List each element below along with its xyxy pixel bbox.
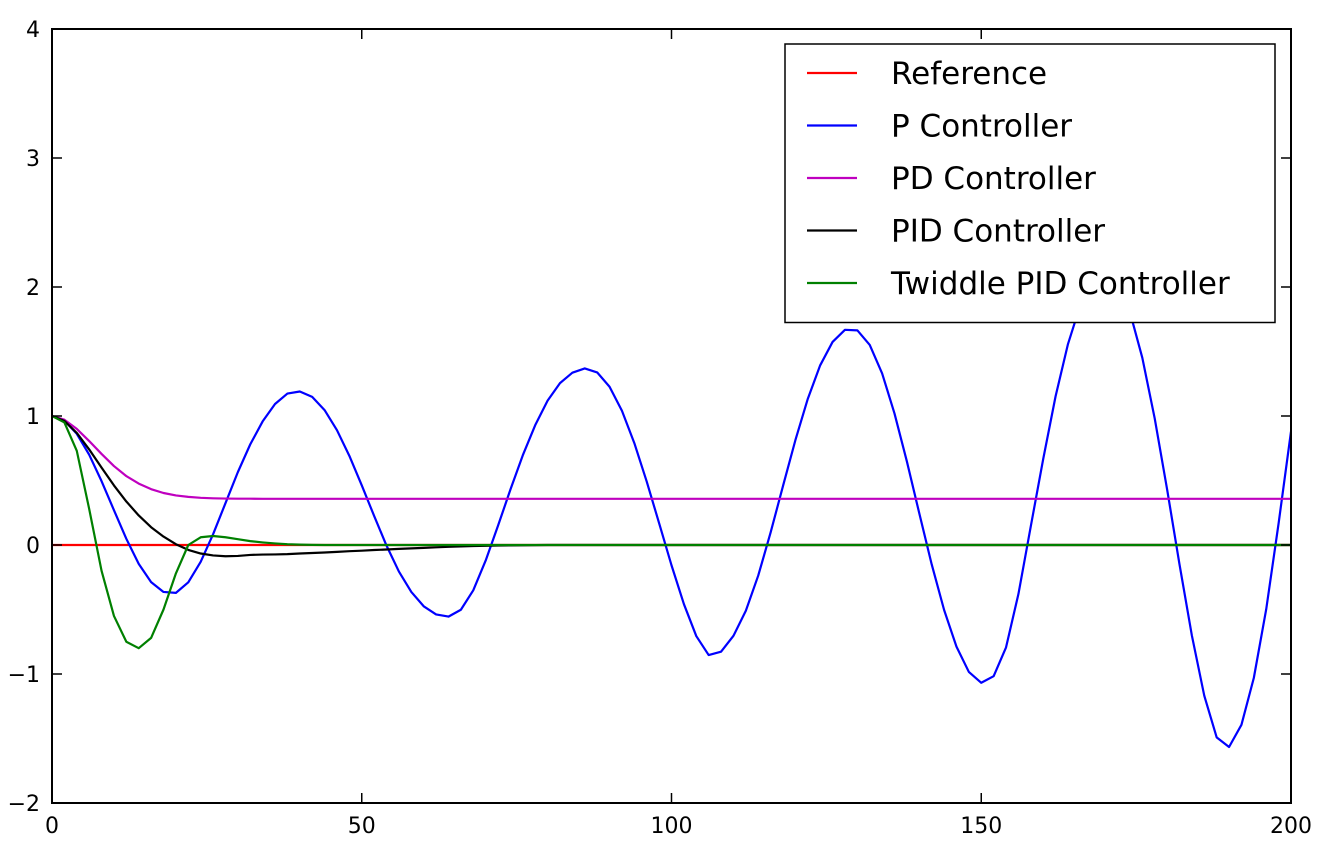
legend-label-pid-controller: PID Controller [891, 214, 1105, 250]
series-layer [52, 273, 1291, 749]
tick-layer: 0 50 100 150 200 −2 −1 0 1 2 3 4 [8, 18, 1312, 839]
y-tick-label: 2 [26, 276, 40, 301]
plot-frame [51, 28, 1292, 804]
x-tick-label: 200 [1270, 814, 1312, 839]
x-tick-label: 50 [348, 814, 376, 839]
series-line-pd-controller [52, 414, 1291, 500]
legend-box [784, 43, 1276, 324]
series-line-twiddle-pid-controller [52, 415, 1291, 650]
y-tick-label: 0 [26, 534, 40, 559]
y-tick-label: 3 [26, 147, 40, 172]
legend: Reference P Controller PD Controller PID Co… [784, 43, 1276, 324]
y-tick-label: 1 [26, 405, 40, 430]
x-tick-label: 100 [651, 814, 693, 839]
y-tick-label: −2 [8, 792, 40, 817]
x-tick-label: 150 [960, 814, 1002, 839]
legend-label-p-controller: P Controller [891, 109, 1072, 145]
x-tick-label: 0 [45, 814, 59, 839]
y-tick-label: 4 [26, 18, 40, 43]
legend-label-reference: Reference [891, 56, 1047, 92]
legend-label-twiddle-pid-controller: Twiddle PID Controller [890, 266, 1230, 302]
legend-label-pd-controller: PD Controller [891, 161, 1096, 197]
y-tick-label: −1 [8, 663, 40, 688]
